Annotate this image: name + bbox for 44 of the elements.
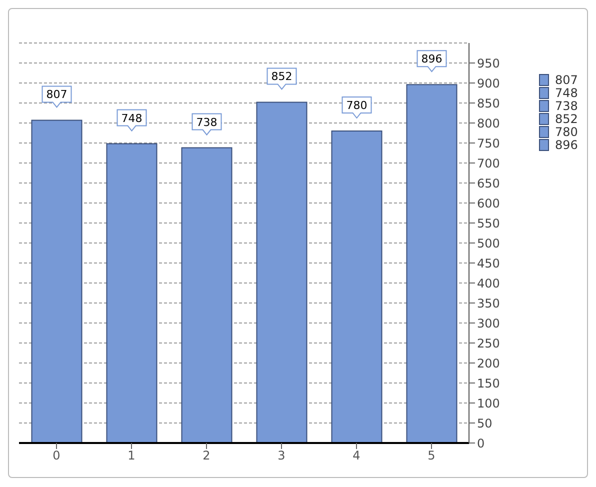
y-tick-label: 900 xyxy=(477,76,500,90)
text: 807 xyxy=(555,72,578,86)
bar xyxy=(106,143,158,443)
y-tick-label: 0 xyxy=(477,436,485,450)
y-tick-label: 300 xyxy=(477,316,500,330)
x-tick-label: 4 xyxy=(352,448,360,463)
text: 780 xyxy=(555,124,578,138)
x-tick-label: 3 xyxy=(278,448,286,463)
x-tick-label: 5 xyxy=(428,448,436,463)
data-label: 780 xyxy=(346,99,368,112)
data-label: 852 xyxy=(271,70,292,84)
y-tick-label: 550 xyxy=(477,216,500,230)
y-tick-label: 250 xyxy=(477,336,500,350)
text: 738 xyxy=(555,98,578,112)
data-label: 738 xyxy=(196,116,218,129)
y-tick-label: 850 xyxy=(477,96,500,110)
y-tick-label: 100 xyxy=(477,396,500,410)
data-label: 807 xyxy=(46,88,68,102)
x-tick-label: 1 xyxy=(128,448,136,463)
y-tick-label: 450 xyxy=(477,256,500,270)
bar xyxy=(31,120,82,443)
y-tick-label: 750 xyxy=(477,136,500,150)
data-label: 748 xyxy=(121,112,142,125)
y-tick-label: 950 xyxy=(477,56,500,70)
x-tick-label: 2 xyxy=(202,448,210,463)
y-tick-label: 700 xyxy=(477,156,500,170)
text: 852 xyxy=(555,112,578,126)
bar xyxy=(256,102,308,443)
y-tick-label: 650 xyxy=(477,176,500,190)
text: 748 xyxy=(555,86,578,100)
y-tick-label: 150 xyxy=(477,376,500,390)
y-tick-label: 200 xyxy=(477,356,500,370)
data-label: 896 xyxy=(421,52,442,66)
bar xyxy=(181,147,232,443)
y-tick-label: 600 xyxy=(477,196,500,210)
y-tick-label: 800 xyxy=(477,116,500,130)
y-tick-label: 350 xyxy=(477,296,500,310)
y-tick-label: 400 xyxy=(477,276,500,290)
bar xyxy=(406,84,458,443)
y-tick-label: 50 xyxy=(477,416,492,430)
y-tick-label: 500 xyxy=(477,236,500,250)
x-tick-label: 0 xyxy=(52,448,60,463)
bar xyxy=(331,130,382,443)
text: 896 xyxy=(555,138,578,152)
